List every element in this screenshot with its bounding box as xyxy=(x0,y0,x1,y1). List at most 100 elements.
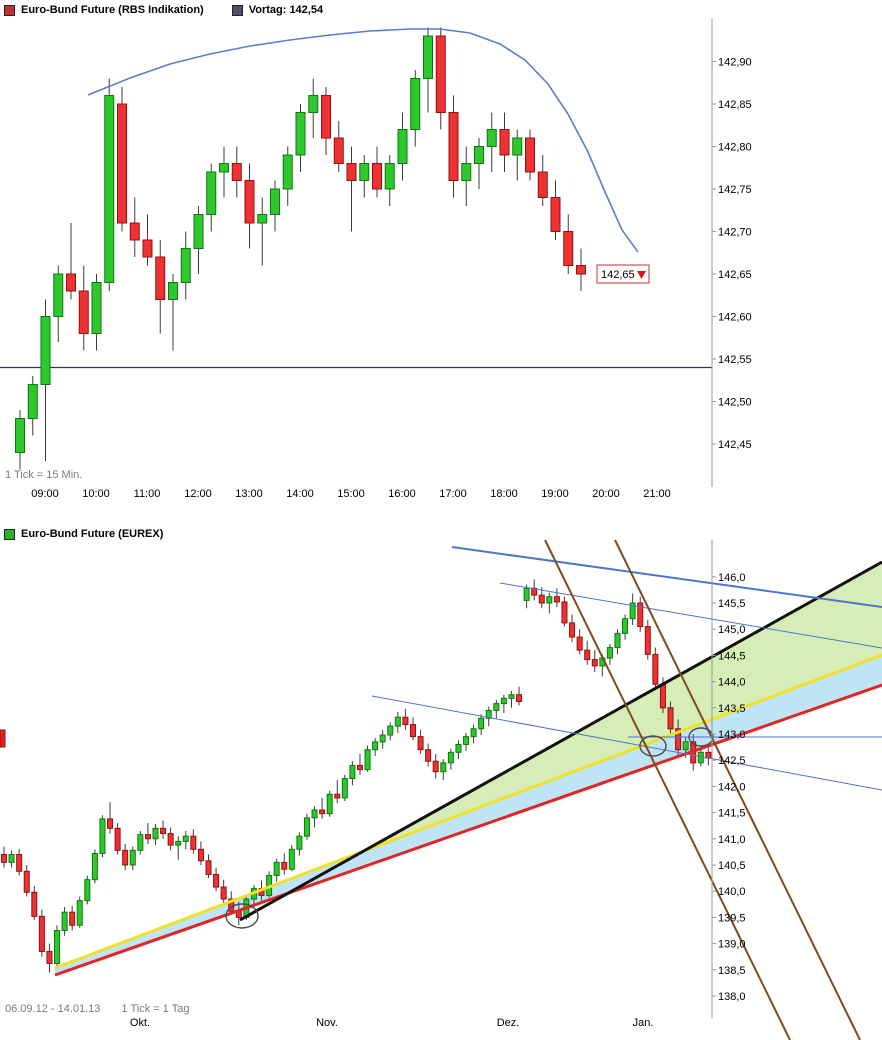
candle-body xyxy=(206,171,217,215)
time-axis-label: 09:00 xyxy=(31,488,59,500)
candle-body xyxy=(591,659,598,667)
candle-body xyxy=(637,602,644,628)
candle-body xyxy=(525,137,535,173)
vortag-swatch xyxy=(231,4,243,16)
candle-body xyxy=(493,703,500,711)
candle-body xyxy=(295,112,306,156)
candle-body xyxy=(606,647,613,659)
candle-body xyxy=(397,129,408,164)
candle-body xyxy=(423,35,433,79)
candle-body xyxy=(500,697,507,705)
candle-body xyxy=(372,741,379,751)
candle-body xyxy=(244,180,255,224)
daily-chart-title: Euro-Bund Future (EUREX) xyxy=(21,528,164,540)
price-axis-label: 144,5 xyxy=(718,650,746,662)
candle-body xyxy=(384,163,395,190)
candle-body xyxy=(538,594,545,604)
price-axis-label: 143,0 xyxy=(718,729,746,741)
price-axis-label: 144,0 xyxy=(718,677,746,689)
candle-body xyxy=(387,725,394,736)
candle-body xyxy=(537,171,548,198)
price-axis-label: 140,0 xyxy=(718,886,746,898)
candle-body xyxy=(448,112,459,181)
candle-body xyxy=(410,78,421,130)
support-trendline-red xyxy=(54,683,882,977)
time-axis-label: 13:00 xyxy=(235,488,263,500)
candle-body xyxy=(114,827,121,851)
time-axis-label: 17:00 xyxy=(439,488,467,500)
candle-body xyxy=(499,129,510,156)
candle-body xyxy=(66,273,76,292)
trendline-black xyxy=(239,560,882,922)
price-axis-label: 142,90 xyxy=(718,57,752,69)
candle-body xyxy=(137,834,144,851)
time-axis-label: 11:00 xyxy=(134,488,161,500)
candle-body xyxy=(213,873,220,888)
candle-body xyxy=(474,146,484,164)
candle-body xyxy=(356,764,363,771)
time-axis-label: 19:00 xyxy=(541,488,569,500)
month-axis-label: Okt. xyxy=(130,1017,150,1029)
candle-body xyxy=(54,930,61,965)
time-axis-label: 21:00 xyxy=(643,488,671,500)
candle-body xyxy=(614,632,621,649)
price-axis-label: 142,80 xyxy=(718,142,752,154)
candle-body xyxy=(553,596,560,603)
candle-body xyxy=(346,163,357,181)
candle-body xyxy=(470,728,477,738)
candle-body xyxy=(91,852,98,881)
price-axis-label: 143,5 xyxy=(718,703,746,715)
price-axis-label: 142,5 xyxy=(718,755,746,767)
candle-body xyxy=(652,653,659,685)
candle-body xyxy=(117,103,127,224)
intraday-chart-title: Euro-Bund Future (RBS Indikation) xyxy=(21,4,204,16)
candle-body xyxy=(364,749,371,771)
candle-body xyxy=(516,694,523,703)
price-axis-label: 142,55 xyxy=(718,354,752,366)
daily-date-range: 06.09.12 - 14.01.13 xyxy=(5,1003,101,1015)
candle-body xyxy=(144,834,151,840)
candle-body xyxy=(394,716,401,727)
time-axis-label: 14:00 xyxy=(286,488,314,500)
month-axis-label: Jan. xyxy=(633,1017,654,1029)
intraday-plot: 142,90 142,85 142,80 142,75 142,70 142,65 142,… xyxy=(0,18,752,500)
price-axis-label: 140,5 xyxy=(718,860,746,872)
intraday-legend: Euro-Bund Future (RBS Indikation) Vortag… xyxy=(4,4,323,16)
time-axis-label: 12:00 xyxy=(184,488,212,500)
candle-body xyxy=(61,911,68,932)
candle-body xyxy=(478,717,485,730)
price-axis-label: 141,0 xyxy=(718,834,746,846)
candle-body xyxy=(546,596,553,604)
candle-body xyxy=(129,849,136,866)
time-axis-label: 18:00 xyxy=(490,488,518,500)
candle-body xyxy=(417,736,424,751)
candle-body xyxy=(46,950,53,965)
candle-body xyxy=(440,762,447,773)
candle-body xyxy=(455,743,462,753)
candle-body xyxy=(193,214,204,249)
intraday-tick-note: 1 Tick = 15 Min. xyxy=(5,469,83,481)
trend-arc-blue xyxy=(87,28,639,253)
candle-body xyxy=(667,707,674,730)
candle-body xyxy=(107,818,114,829)
candle-body xyxy=(321,95,331,139)
down-channel-brown-2 xyxy=(614,539,861,1040)
price-axis-label: 139,5 xyxy=(718,912,746,924)
candle-body xyxy=(273,861,280,876)
candle-body xyxy=(288,848,295,870)
intraday-legend-vortag: Vortag: 142,54 xyxy=(231,4,323,16)
candle-body xyxy=(27,384,38,419)
price-axis-label: 142,70 xyxy=(718,227,752,239)
price-axis-label: 142,85 xyxy=(718,99,752,111)
candle-body xyxy=(563,231,574,266)
month-axis-label: Dez. xyxy=(497,1017,520,1029)
price-axis-label: 145,0 xyxy=(718,624,746,636)
price-axis-label: 142,75 xyxy=(718,184,752,196)
candle-body xyxy=(281,861,288,870)
candle-body xyxy=(644,626,651,655)
candle-body xyxy=(334,793,341,799)
daily-candlestick-chart: 146,0 145,5 145,0 144,5 144,0 143,5 143,0 142,5… xyxy=(0,539,882,1040)
candle-body xyxy=(359,163,370,181)
candle-body xyxy=(180,248,191,283)
candle-body xyxy=(697,751,704,764)
